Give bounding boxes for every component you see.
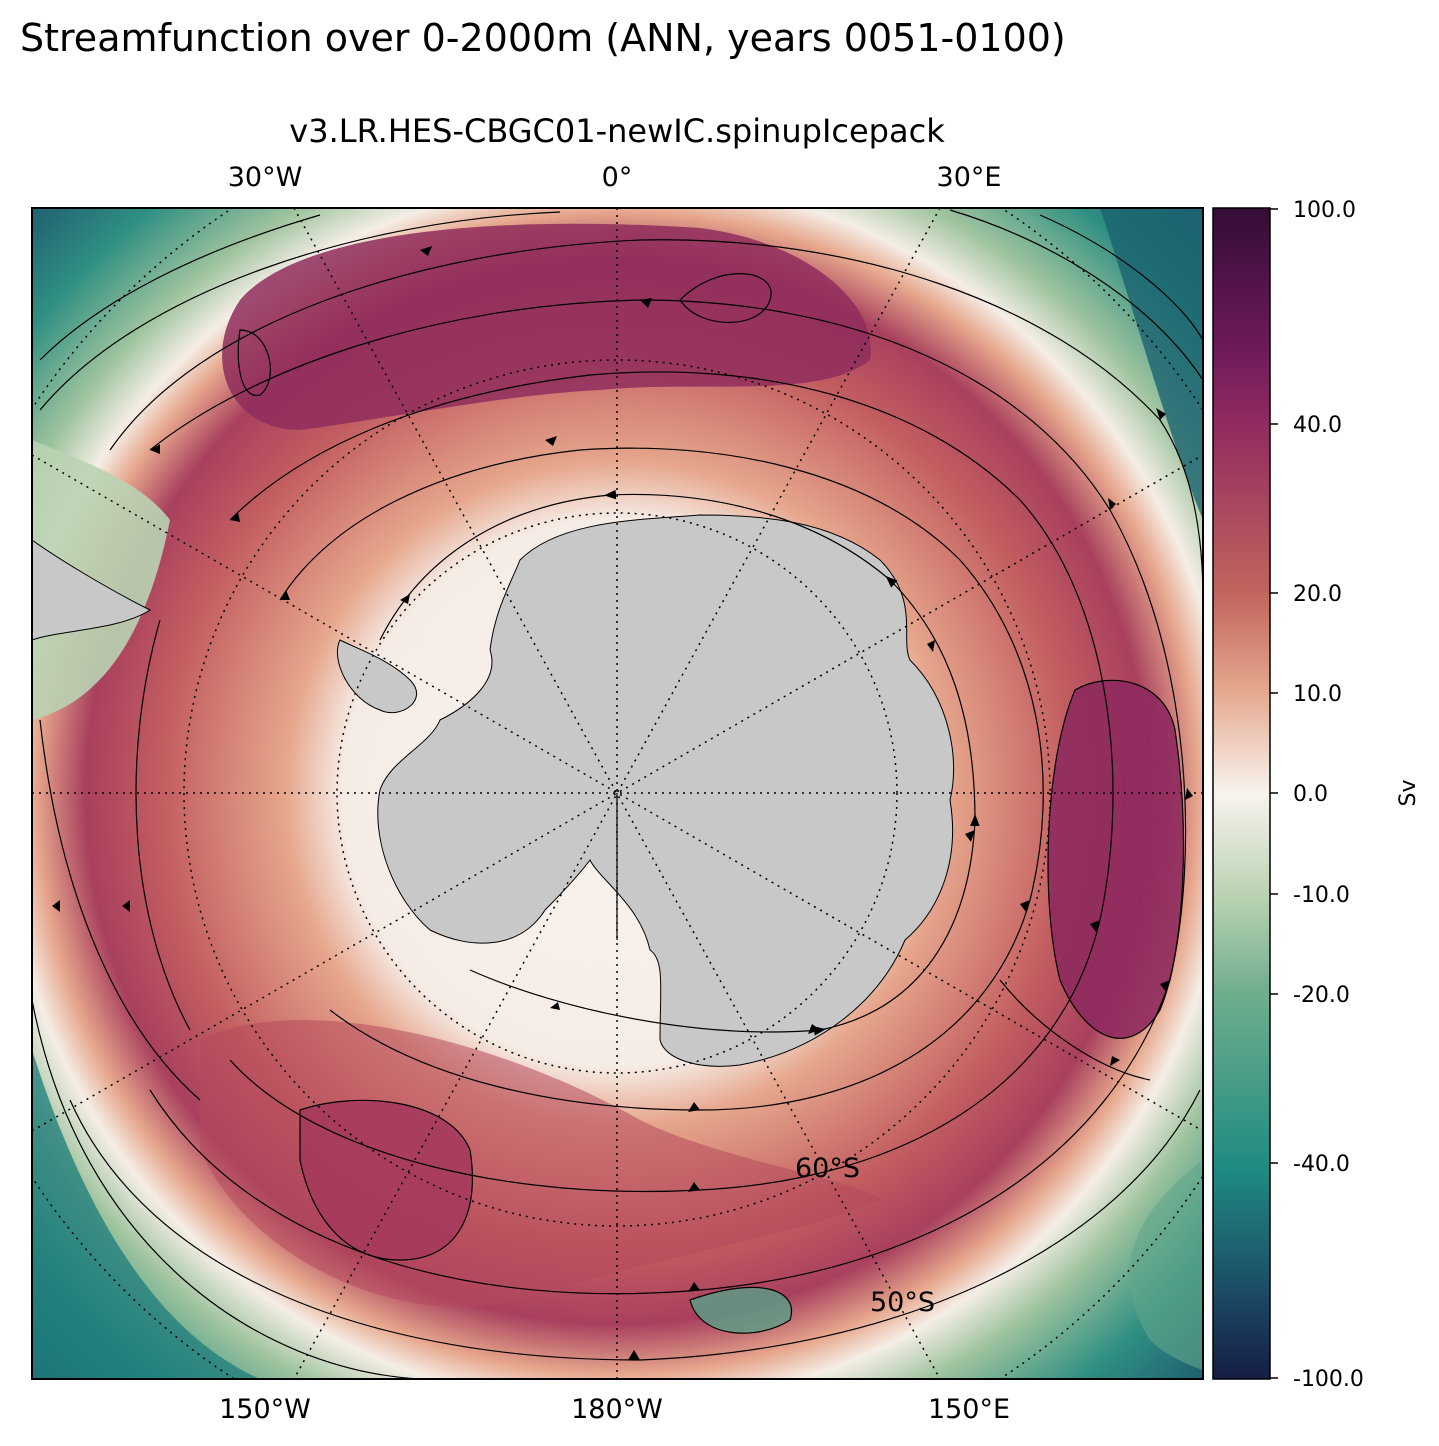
kerguelen-gyre-max — [1048, 680, 1184, 1039]
lon-label-30w: 30°W — [228, 162, 303, 193]
cb-tick-10: 10.0 — [1293, 682, 1342, 707]
cb-tick-neg40: -40.0 — [1293, 1152, 1350, 1177]
ross-gyre-outer — [200, 1019, 880, 1307]
lon-label-150w: 150°W — [219, 1394, 311, 1425]
antarctic-peninsula — [336, 639, 417, 714]
south-america-tip — [32, 539, 151, 641]
lat-60S-circle — [183, 359, 1051, 1227]
lon-label-0: 0° — [602, 162, 633, 193]
corner-teal-ne — [1100, 208, 1203, 520]
map-area — [32, 208, 1203, 1379]
lon-label-30e: 30°E — [937, 162, 1002, 193]
cb-tick-40: 40.0 — [1293, 413, 1342, 438]
map-title: v3.LR.HES-CBGC01-newIC.spinupIcepack — [289, 112, 945, 150]
east-negative-teal — [1129, 1160, 1203, 1370]
cb-tick-20: 20.0 — [1293, 582, 1342, 607]
graticule — [32, 208, 1203, 1379]
cb-tick-neg20: -20.0 — [1293, 983, 1350, 1008]
lon-label-150e: 150°E — [928, 1394, 1010, 1425]
south-pacific-negative — [690, 1287, 792, 1334]
lon-label-180w: 180°W — [571, 1394, 663, 1425]
flow-arrows — [52, 246, 1193, 1360]
cb-tick-0: 0.0 — [1293, 782, 1328, 807]
corner-teal-sw — [32, 1050, 260, 1379]
colorbar-label: Sv — [1396, 780, 1421, 807]
lat-label-50s: 50°S — [870, 1287, 935, 1318]
figure-suptitle: Streamfunction over 0-2000m (ANN, years … — [20, 16, 1066, 60]
sw-atlantic-negative — [32, 440, 170, 720]
cb-tick-neg100: -100.0 — [1293, 1367, 1364, 1392]
cb-tick-100: 100.0 — [1293, 198, 1356, 223]
map-frame — [31, 207, 1204, 1380]
colorbar — [1212, 207, 1271, 1380]
colorbar-ticks — [1270, 208, 1278, 1379]
lat-label-60s: 60°S — [795, 1153, 860, 1184]
cb-tick-neg10: -10.0 — [1293, 883, 1350, 908]
weddell-gyre-max — [222, 223, 871, 430]
streamlines — [32, 209, 1203, 1379]
